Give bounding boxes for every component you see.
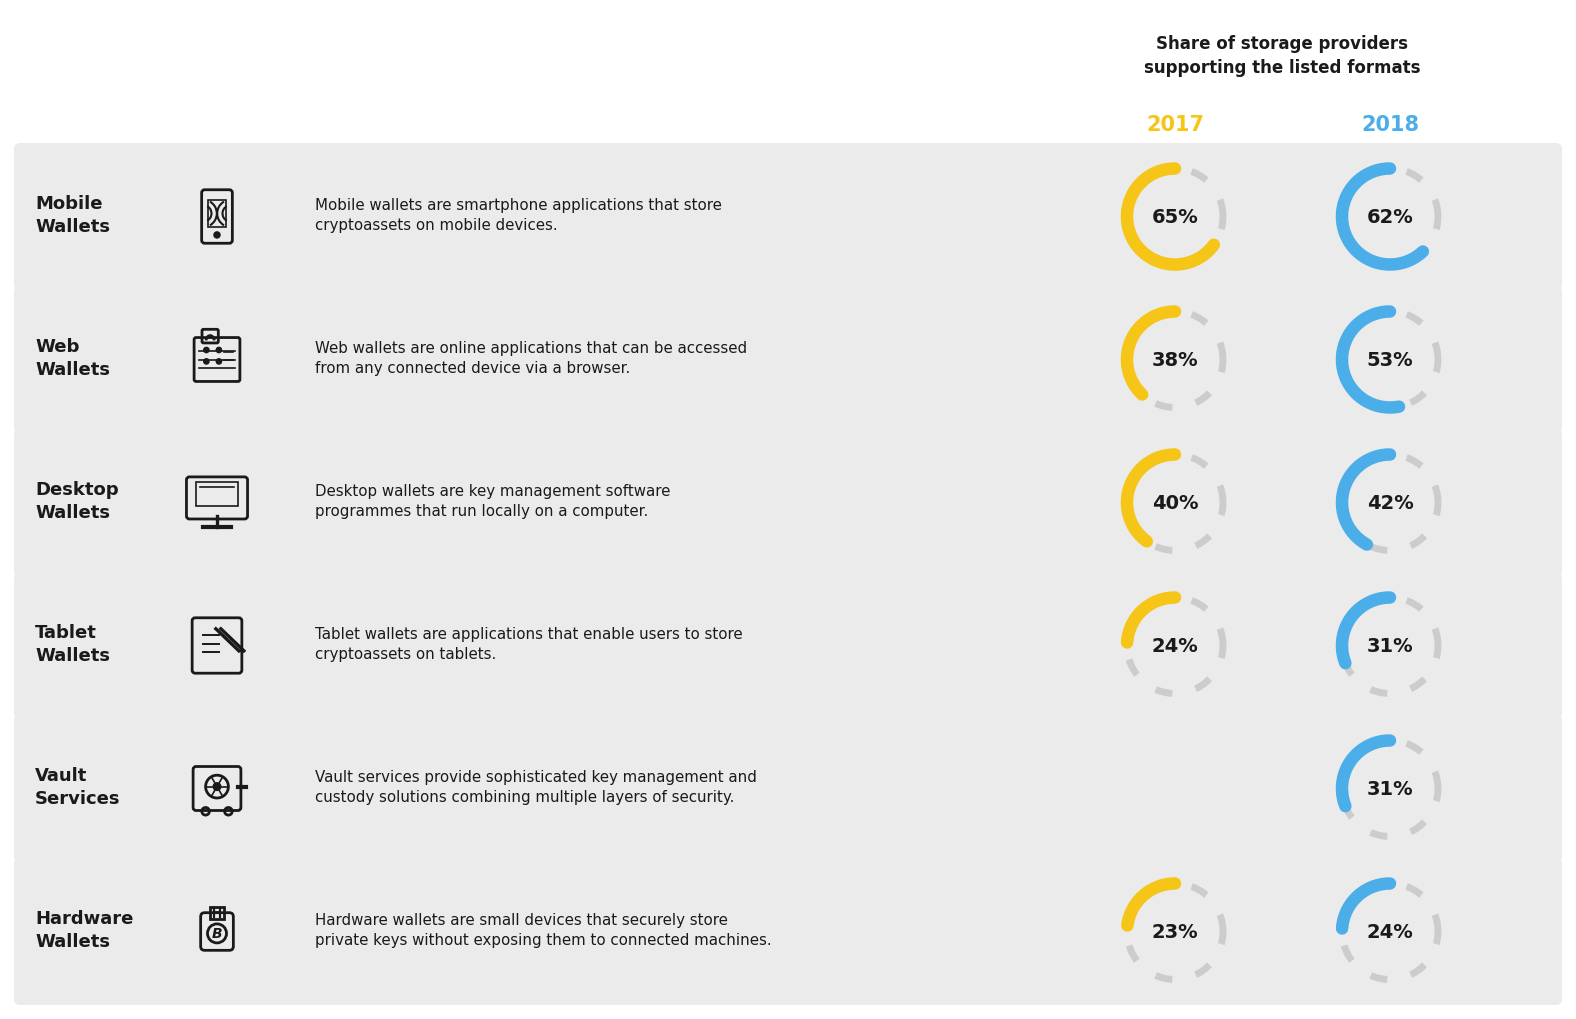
FancyBboxPatch shape: [14, 430, 1562, 577]
FancyBboxPatch shape: [14, 715, 1562, 862]
Bar: [210, 907, 224, 919]
FancyBboxPatch shape: [14, 858, 1562, 1005]
Text: 24%: 24%: [1366, 922, 1414, 942]
Text: Tablet wallets are applications that enable users to store
cryptoassets on table: Tablet wallets are applications that ena…: [315, 627, 742, 661]
Circle shape: [216, 360, 222, 365]
Bar: [208, 201, 225, 228]
Text: 40%: 40%: [1152, 493, 1198, 513]
Circle shape: [203, 360, 210, 365]
Text: Hardware wallets are small devices that securely store
private keys without expo: Hardware wallets are small devices that …: [315, 912, 772, 948]
Text: 38%: 38%: [1152, 351, 1198, 370]
Text: Web wallets are online applications that can be accessed
from any connected devi: Web wallets are online applications that…: [315, 340, 747, 376]
Text: Share of storage providers
supporting the listed formats: Share of storage providers supporting th…: [1144, 35, 1420, 76]
Text: 2018: 2018: [1362, 115, 1418, 135]
Text: 31%: 31%: [1366, 637, 1414, 655]
Text: Hardware
Wallets: Hardware Wallets: [35, 910, 134, 950]
Text: Tablet
Wallets: Tablet Wallets: [35, 624, 110, 664]
Text: Web
Wallets: Web Wallets: [35, 338, 110, 378]
FancyBboxPatch shape: [14, 573, 1562, 719]
Text: Vault
Services: Vault Services: [35, 766, 120, 807]
Text: 2017: 2017: [1146, 115, 1204, 135]
Bar: [195, 483, 238, 506]
Text: 31%: 31%: [1366, 780, 1414, 798]
Circle shape: [213, 783, 221, 791]
Text: Desktop wallets are key management software
programmes that run locally on a com: Desktop wallets are key management softw…: [315, 483, 670, 519]
Text: 42%: 42%: [1366, 493, 1414, 513]
Text: Mobile wallets are smartphone applications that store
cryptoassets on mobile dev: Mobile wallets are smartphone applicatio…: [315, 198, 722, 233]
Text: 53%: 53%: [1366, 351, 1414, 370]
Circle shape: [216, 348, 222, 354]
Text: Vault services provide sophisticated key management and
custody solutions combin: Vault services provide sophisticated key…: [315, 769, 756, 804]
Text: B: B: [211, 926, 222, 941]
Text: 62%: 62%: [1366, 208, 1414, 227]
Circle shape: [214, 232, 221, 238]
Text: 65%: 65%: [1152, 208, 1198, 227]
FancyBboxPatch shape: [14, 144, 1562, 290]
Text: 24%: 24%: [1152, 637, 1198, 655]
Circle shape: [203, 348, 210, 354]
Text: Desktop
Wallets: Desktop Wallets: [35, 481, 118, 521]
Text: Mobile
Wallets: Mobile Wallets: [35, 196, 110, 235]
FancyBboxPatch shape: [14, 286, 1562, 433]
Text: 23%: 23%: [1152, 922, 1198, 942]
